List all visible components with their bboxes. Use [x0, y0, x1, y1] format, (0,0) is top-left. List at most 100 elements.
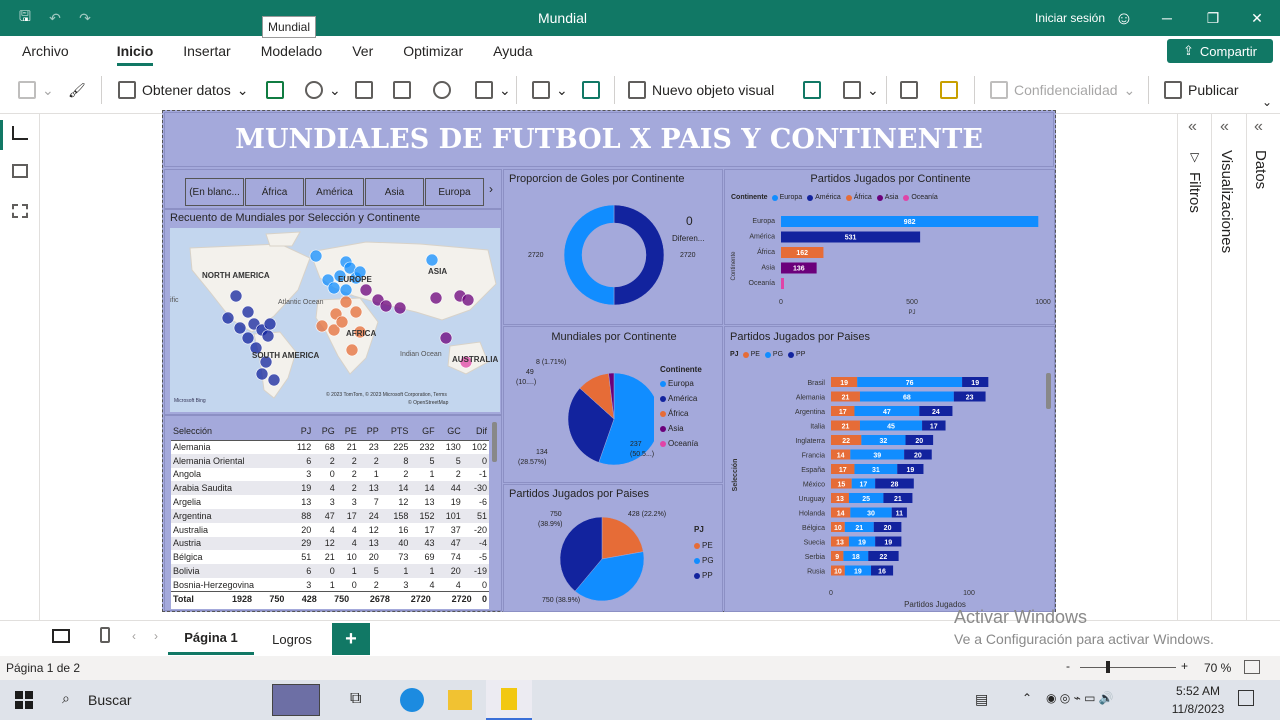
legend-item[interactable]: América: [807, 194, 841, 201]
legend-item[interactable]: PE: [742, 351, 760, 358]
close-button[interactable]: ✕: [1251, 9, 1263, 26]
pie-mundiales-chart[interactable]: [504, 347, 654, 481]
column-header[interactable]: GC: [436, 422, 463, 441]
refresh-button[interactable]: [582, 76, 600, 104]
menu-insertar[interactable]: Insertar: [183, 43, 231, 59]
transform-button[interactable]: ⌄: [475, 76, 511, 104]
dataverse-button[interactable]: [355, 76, 373, 104]
excel-button[interactable]: [266, 76, 284, 104]
menu-ver[interactable]: Ver: [352, 43, 374, 59]
format-painter-button[interactable]: 🖌: [68, 76, 86, 104]
paste-button[interactable]: ⌄: [18, 76, 54, 104]
redo-icon[interactable]: ↷: [79, 9, 91, 26]
data-pane[interactable]: Datos: [1252, 150, 1269, 190]
slicer-item-europa[interactable]: Europa: [425, 178, 484, 206]
menu-optimizar[interactable]: Optimizar: [403, 43, 464, 59]
table-row[interactable]: Bosnia-Herzegovina 3 1 0 2 3 4 4 0: [171, 577, 489, 592]
restore-button[interactable]: ❐: [1206, 9, 1220, 26]
legend-item[interactable]: PP: [788, 351, 805, 358]
legend-item[interactable]: Europa: [660, 379, 698, 388]
share-button[interactable]: ⇪ Compartir: [1167, 39, 1273, 63]
undo-icon[interactable]: ↶: [49, 9, 61, 26]
legend-item[interactable]: África: [660, 409, 698, 418]
new-measure-button[interactable]: [900, 76, 918, 104]
powerbi-taskbar-button[interactable]: [486, 680, 532, 720]
menu-ayuda[interactable]: Ayuda: [493, 43, 533, 59]
legend-item[interactable]: PE: [694, 541, 714, 550]
zoom-slider-thumb[interactable]: [1106, 661, 1110, 673]
zoom-out-button[interactable]: -: [1066, 659, 1070, 673]
donut-chart[interactable]: [504, 188, 722, 322]
menu-inicio[interactable]: Inicio: [105, 36, 166, 66]
enter-data-button[interactable]: [393, 76, 411, 104]
column-header[interactable]: PJ: [288, 422, 314, 441]
taskbar-search[interactable]: Buscar: [88, 692, 132, 708]
slicer-next-icon[interactable]: ›: [489, 182, 493, 196]
slicer-item-america[interactable]: América: [305, 178, 364, 206]
quick-measure-button[interactable]: [940, 76, 958, 104]
pie-pj-chart[interactable]: [504, 503, 684, 611]
legend-item[interactable]: PG: [764, 351, 783, 358]
table-view-icon[interactable]: [12, 164, 28, 178]
table-row[interactable]: Bélgica 51 21 10 20 73 69 74 -5: [171, 550, 489, 565]
column-header[interactable]: Selección: [171, 422, 289, 441]
menu-modelado[interactable]: Modelado: [260, 43, 323, 59]
dataflow-button[interactable]: ⌄: [305, 76, 341, 104]
add-page-button[interactable]: +: [332, 623, 370, 655]
zoom-in-button[interactable]: +: [1181, 659, 1189, 673]
sign-in-link[interactable]: Iniciar sesión: [1034, 11, 1106, 25]
legend-item[interactable]: América: [660, 394, 698, 403]
collapse-filters-icon[interactable]: «: [1188, 118, 1197, 135]
publish-button[interactable]: Publicar: [1164, 76, 1239, 104]
mobile-layout-icon[interactable]: [100, 627, 110, 643]
model-view-icon[interactable]: [12, 204, 28, 218]
save-icon[interactable]: 🖫: [19, 8, 31, 24]
minimize-button[interactable]: ─: [1162, 10, 1172, 26]
table-row[interactable]: Alemania Oriental 6 2 2 2 8 5 5 0: [171, 453, 489, 468]
transform-data-button[interactable]: ⌄: [532, 76, 568, 104]
search-icon[interactable]: ⌕: [62, 690, 70, 706]
chevron-up-icon[interactable]: ⌃: [1022, 691, 1033, 705]
zoom-slider[interactable]: [1080, 667, 1176, 668]
task-view-icon[interactable]: ⧉: [350, 690, 362, 707]
account-icon[interactable]: ☺: [1114, 7, 1134, 28]
legend-item[interactable]: África: [845, 194, 872, 201]
clock-date[interactable]: 11/8/2023: [1171, 702, 1225, 716]
tray-icons[interactable]: ◉ ◎ ⌁ ▭ 🔊: [1046, 691, 1114, 705]
desktop-layout-icon[interactable]: [52, 629, 70, 643]
column-header[interactable]: PG: [313, 422, 337, 441]
column-header[interactable]: PP: [358, 422, 381, 441]
table-row[interactable]: Argentina 88 47 17 24 158 152 101 51: [171, 508, 489, 523]
clock-time[interactable]: 5:52 AM: [1175, 684, 1221, 698]
news-icon[interactable]: ▤: [975, 691, 989, 707]
collapse-data-icon[interactable]: «: [1254, 118, 1263, 135]
prev-page-icon[interactable]: ‹: [132, 629, 136, 643]
report-view-icon[interactable]: [12, 126, 28, 140]
collapse-visualizations-icon[interactable]: «: [1220, 118, 1229, 135]
collapse-ribbon-icon[interactable]: ⌄: [1262, 95, 1273, 109]
legend-item[interactable]: Asia: [660, 424, 698, 433]
slicer-item-blank[interactable]: (En blanc...: [185, 178, 244, 206]
menu-archivo[interactable]: Archivo: [22, 43, 69, 59]
get-data-button[interactable]: Obtener datos ⌄: [118, 76, 248, 104]
column-header[interactable]: PE: [336, 422, 359, 441]
column-header[interactable]: Dif: [462, 422, 489, 441]
table-row[interactable]: Austria 29 12 4 13 40 43 47 -4: [171, 536, 489, 551]
legend-item[interactable]: PG: [694, 556, 714, 565]
edge-icon[interactable]: [400, 688, 424, 712]
map-canvas[interactable]: NORTH AMERICA EUROPE ASIA Atlantic Ocean…: [170, 228, 500, 412]
bar-country-chart[interactable]: Brasil 19 76 19 Alemania 21 68 23 Argentina 17 47 2…: [725, 365, 1055, 611]
fit-page-icon[interactable]: [1244, 660, 1260, 674]
table-row[interactable]: Angola 3 0 2 1 2 1 2 -1: [171, 467, 489, 482]
table-row[interactable]: Alemania 112 68 21 23 225 232 130 102: [171, 440, 489, 454]
column-header[interactable]: GF: [410, 422, 437, 441]
notifications-icon[interactable]: [1238, 690, 1254, 706]
filters-pane[interactable]: Filtros: [1186, 172, 1203, 213]
next-page-icon[interactable]: ›: [154, 629, 158, 643]
windows-start-icon[interactable]: [15, 691, 33, 709]
table-row[interactable]: Argelia 13 3 3 7 12 13 19 -6: [171, 495, 489, 509]
recent-sources-button[interactable]: [433, 76, 451, 104]
new-visual-button[interactable]: Nuevo objeto visual: [628, 76, 774, 104]
legend-item[interactable]: Oceanía: [903, 194, 938, 201]
legend-item[interactable]: Europa: [771, 194, 802, 201]
